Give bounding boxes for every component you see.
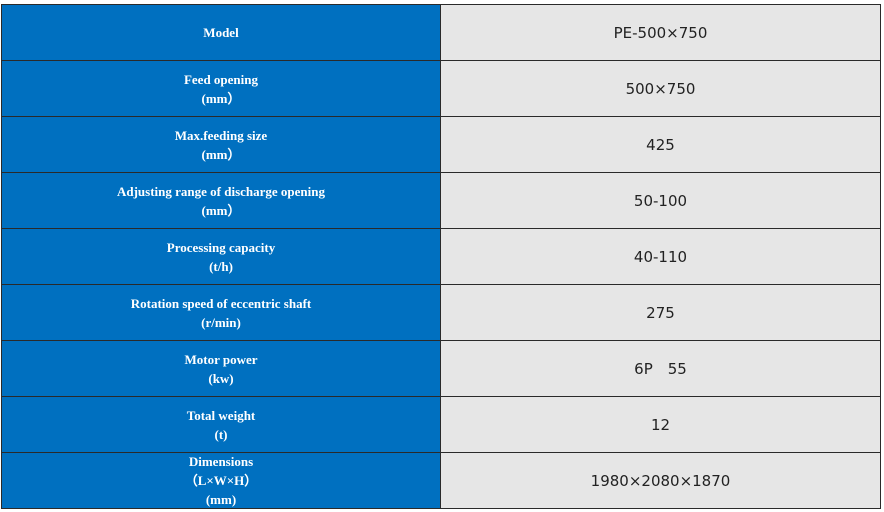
value-cell: PE-500×750 — [441, 5, 881, 61]
label-text: (mm） — [201, 146, 241, 162]
label-cell: Processing capacity (t/h) — [2, 229, 441, 285]
label-text: Processing capacity — [166, 239, 276, 255]
value-cell: 275 — [441, 285, 881, 341]
label-text: Max.feeding size — [174, 127, 268, 143]
label-text: (kw) — [208, 370, 234, 386]
label-text: （L×W×H） — [184, 473, 258, 488]
label-cell: Adjusting range of discharge opening (mm） — [2, 173, 441, 229]
spec-table: Model PE-500×750 Feed opening (mm） 500×750 Ma… — [1, 4, 881, 509]
label-text: Dimensions — [188, 454, 254, 469]
value-cell: 1980×2080×1870 — [441, 453, 881, 509]
value-cell: 12 — [441, 397, 881, 453]
value-text: 425 — [646, 135, 675, 154]
value-cell: 40-110 — [441, 229, 881, 285]
label-text: Model — [203, 25, 239, 40]
label-cell: Model — [2, 5, 441, 61]
label-text: Total weight — [186, 407, 256, 423]
label-cell: Max.feeding size (mm） — [2, 117, 441, 173]
label-text: Rotation speed of eccentric shaft — [130, 295, 312, 311]
label-text: (t) — [214, 426, 228, 442]
value-text: 500×750 — [625, 79, 696, 98]
label-cell: Rotation speed of eccentric shaft (r/min) — [2, 285, 441, 341]
value-text: 40-110 — [633, 247, 688, 266]
label-cell: Motor power (kw) — [2, 341, 441, 397]
value-text: PE-500×750 — [613, 23, 708, 42]
value-text: 275 — [646, 303, 675, 322]
label-cell: Dimensions （L×W×H） (mm) — [2, 453, 441, 509]
label-text: (mm) — [205, 492, 237, 507]
label-text: Adjusting range of discharge opening — [116, 183, 326, 199]
value-text: 12 — [650, 415, 671, 434]
label-text: Feed opening — [183, 71, 259, 87]
label-text: (t/h) — [209, 258, 233, 274]
value-text: 1980×2080×1870 — [590, 471, 731, 490]
value-cell: 6P 55 — [441, 341, 881, 397]
value-cell: 50-100 — [441, 173, 881, 229]
value-cell: 425 — [441, 117, 881, 173]
label-text: (mm） — [201, 90, 241, 106]
label-cell: Total weight (t) — [2, 397, 441, 453]
value-text: 50-100 — [633, 191, 688, 210]
label-cell: Feed opening (mm） — [2, 61, 441, 117]
label-text: (mm） — [201, 202, 241, 218]
value-text: 6P 55 — [634, 360, 687, 378]
value-cell: 500×750 — [441, 61, 881, 117]
label-text: (r/min) — [201, 314, 241, 330]
label-text: Motor power — [184, 351, 258, 367]
